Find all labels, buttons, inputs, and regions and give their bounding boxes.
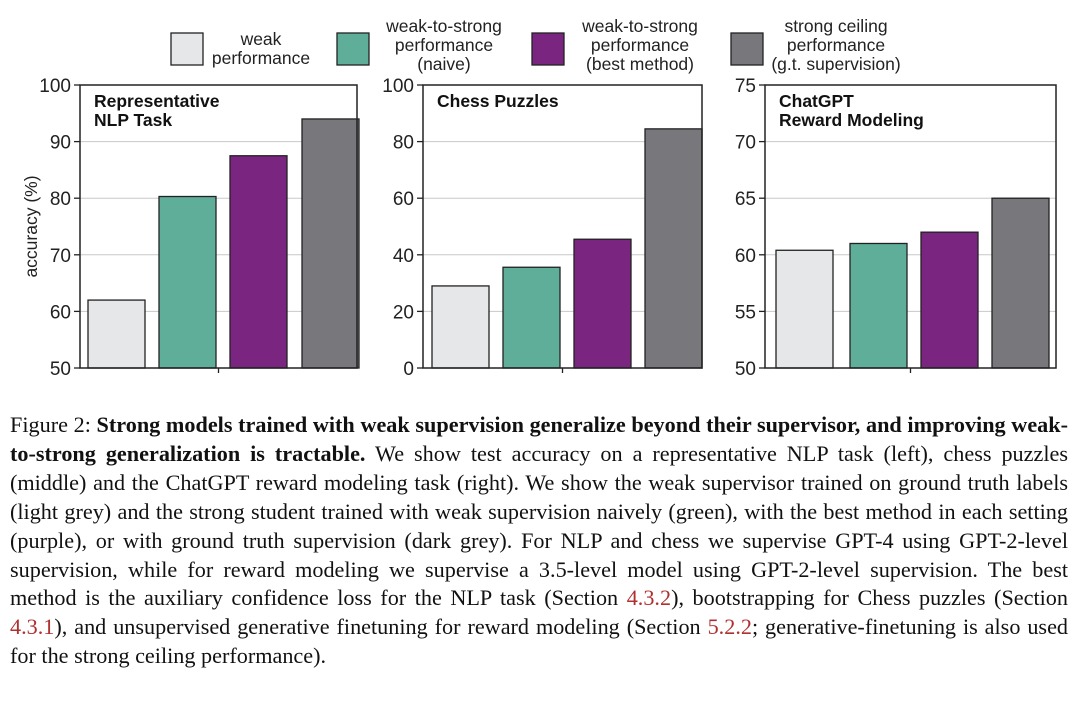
legend-label: performance	[591, 35, 689, 55]
bar-2	[849, 242, 908, 369]
y-tick-label: 20	[393, 302, 414, 323]
legend-label: (best method)	[586, 54, 694, 74]
y-tick-label: 75	[735, 76, 756, 97]
y-tick-label: 40	[393, 246, 414, 267]
legend-swatch	[336, 32, 370, 66]
y-tick-label: 80	[50, 189, 71, 210]
legend-label: weak-to-strong	[581, 16, 698, 36]
bar-3	[573, 238, 632, 369]
caption-ref-4-3-1[interactable]: 4.3.1	[10, 614, 55, 640]
caption-bold-title: Strong models trained with weak supervis…	[10, 412, 1069, 466]
y-tick-label: 0	[403, 359, 414, 380]
panel-title: Representative	[94, 91, 220, 111]
legend-label: weak	[240, 29, 282, 49]
caption-text-4: ; generative-finetuning is also used for…	[10, 614, 1069, 669]
bar-1	[87, 299, 146, 369]
legend-swatch	[170, 32, 204, 66]
caption-text-3: ), and unsupervised generative finetunin…	[54, 614, 701, 640]
chart-panel-2: 0 20 40 60 80 100 Chess Puzzles	[382, 76, 703, 380]
bar-1	[775, 249, 834, 369]
panel-title: Reward Modeling	[779, 110, 924, 130]
legend-label: (naive)	[417, 54, 471, 74]
legend: weakperformanceweak-to-strongperformance…	[170, 16, 901, 74]
y-tick-label: 70	[50, 246, 71, 267]
bar-3	[920, 231, 979, 369]
legend-swatch	[531, 32, 565, 66]
legend-label: weak-to-strong	[385, 16, 502, 36]
figure-charts: weakperformanceweak-to-strongperformance…	[21, 16, 1057, 380]
bar-4	[644, 128, 703, 369]
y-tick-label: 50	[50, 359, 71, 380]
bar-2	[158, 195, 217, 369]
y-tick-label: 70	[735, 133, 756, 154]
y-tick-label: 60	[393, 189, 414, 210]
y-tick-label: 55	[735, 302, 756, 323]
y-axis-label: accuracy (%)	[21, 175, 41, 277]
legend-label: performance	[395, 35, 493, 55]
y-tick-label: 60	[735, 246, 756, 267]
y-tick-label: 90	[50, 133, 71, 154]
y-tick-label: 100	[39, 76, 71, 97]
panel-title: NLP Task	[94, 110, 172, 130]
panel-title: Chess Puzzles	[437, 91, 559, 111]
figure-caption: Figure 2: Strong models trained with wea…	[10, 411, 1068, 671]
y-tick-label: 100	[382, 76, 414, 97]
y-tick-label: 50	[735, 359, 756, 380]
bar-3	[229, 155, 288, 369]
legend-label: performance	[212, 48, 310, 68]
legend-swatch	[730, 32, 764, 66]
legend-label: strong ceiling	[784, 16, 887, 36]
caption-label: Figure 2:	[10, 412, 91, 437]
bar-2	[502, 266, 561, 369]
legend-label: performance	[787, 35, 885, 55]
caption-ref-5-2-2[interactable]: 5.2.2	[707, 614, 752, 640]
bar-1	[431, 285, 490, 369]
bar-4	[301, 118, 360, 369]
caption-text-2: ), bootstrapping for Chess puzzles (Sect…	[671, 585, 1068, 611]
caption-ref-4-3-2[interactable]: 4.3.2	[626, 585, 672, 611]
y-tick-label: 80	[393, 133, 414, 154]
legend-label: (g.t. supervision)	[771, 54, 900, 74]
y-tick-label: 65	[735, 189, 756, 210]
panel-title: ChatGPT	[779, 91, 854, 111]
y-tick-label: 60	[50, 302, 71, 323]
bar-4	[991, 197, 1050, 369]
caption-text-1: We show test accuracy on a representativ…	[10, 440, 1068, 611]
